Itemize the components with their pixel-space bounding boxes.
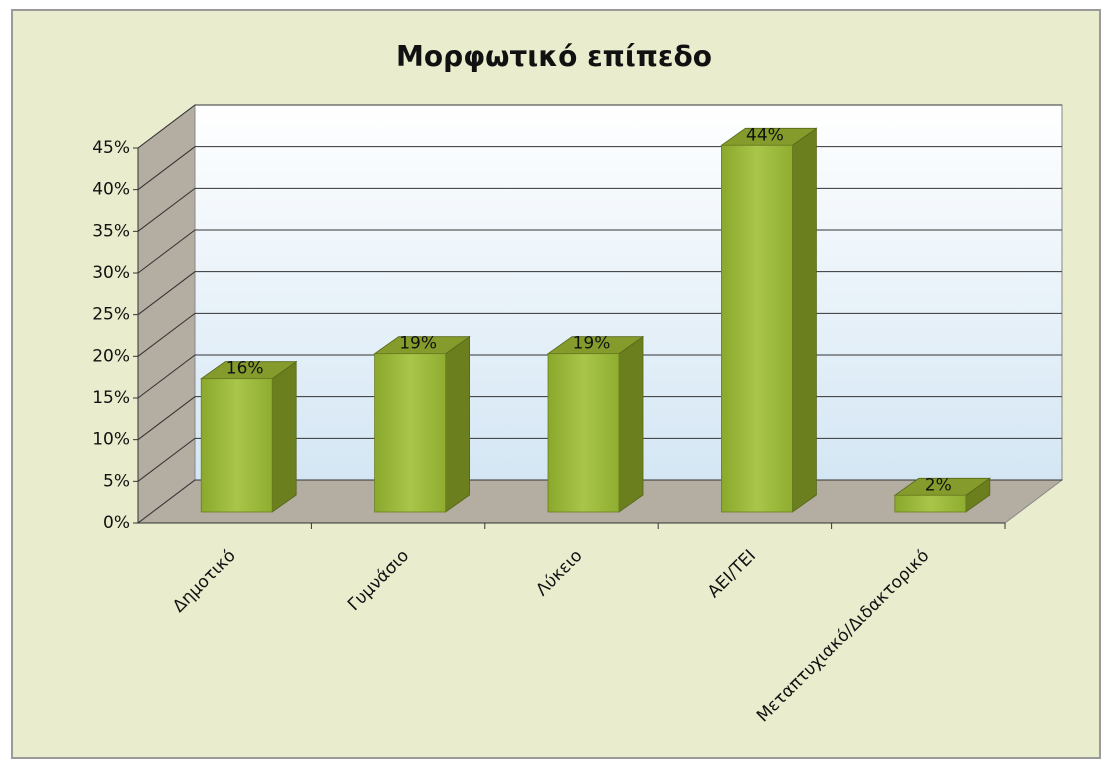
bar <box>721 144 793 513</box>
y-tick-label: 0% <box>103 513 130 533</box>
bar-side <box>271 360 297 513</box>
data-label: 44% <box>746 125 784 145</box>
data-label: 19% <box>573 334 611 354</box>
y-tick-label: 10% <box>92 430 130 450</box>
y-tick-label: 20% <box>92 346 130 366</box>
data-label: 2% <box>925 475 952 495</box>
y-tick-label: 5% <box>103 471 130 491</box>
bar-side <box>792 127 817 513</box>
bar-side <box>445 335 471 513</box>
data-label: 16% <box>226 359 264 379</box>
y-tick-label: 30% <box>92 263 130 283</box>
y-tick-label: 35% <box>92 221 130 241</box>
bar-side <box>618 335 644 513</box>
y-tick-label: 25% <box>92 305 130 325</box>
chart-title: Μορφωτικό επίπεδο <box>396 40 712 73</box>
y-tick-label: 45% <box>92 138 130 158</box>
data-label: 19% <box>399 334 437 354</box>
grid-line <box>137 104 1062 149</box>
bar <box>200 378 273 513</box>
bar <box>894 494 967 513</box>
y-tick-label: 40% <box>92 180 130 200</box>
bar <box>374 353 447 513</box>
y-tick-label: 15% <box>92 388 130 408</box>
bar <box>547 353 620 513</box>
